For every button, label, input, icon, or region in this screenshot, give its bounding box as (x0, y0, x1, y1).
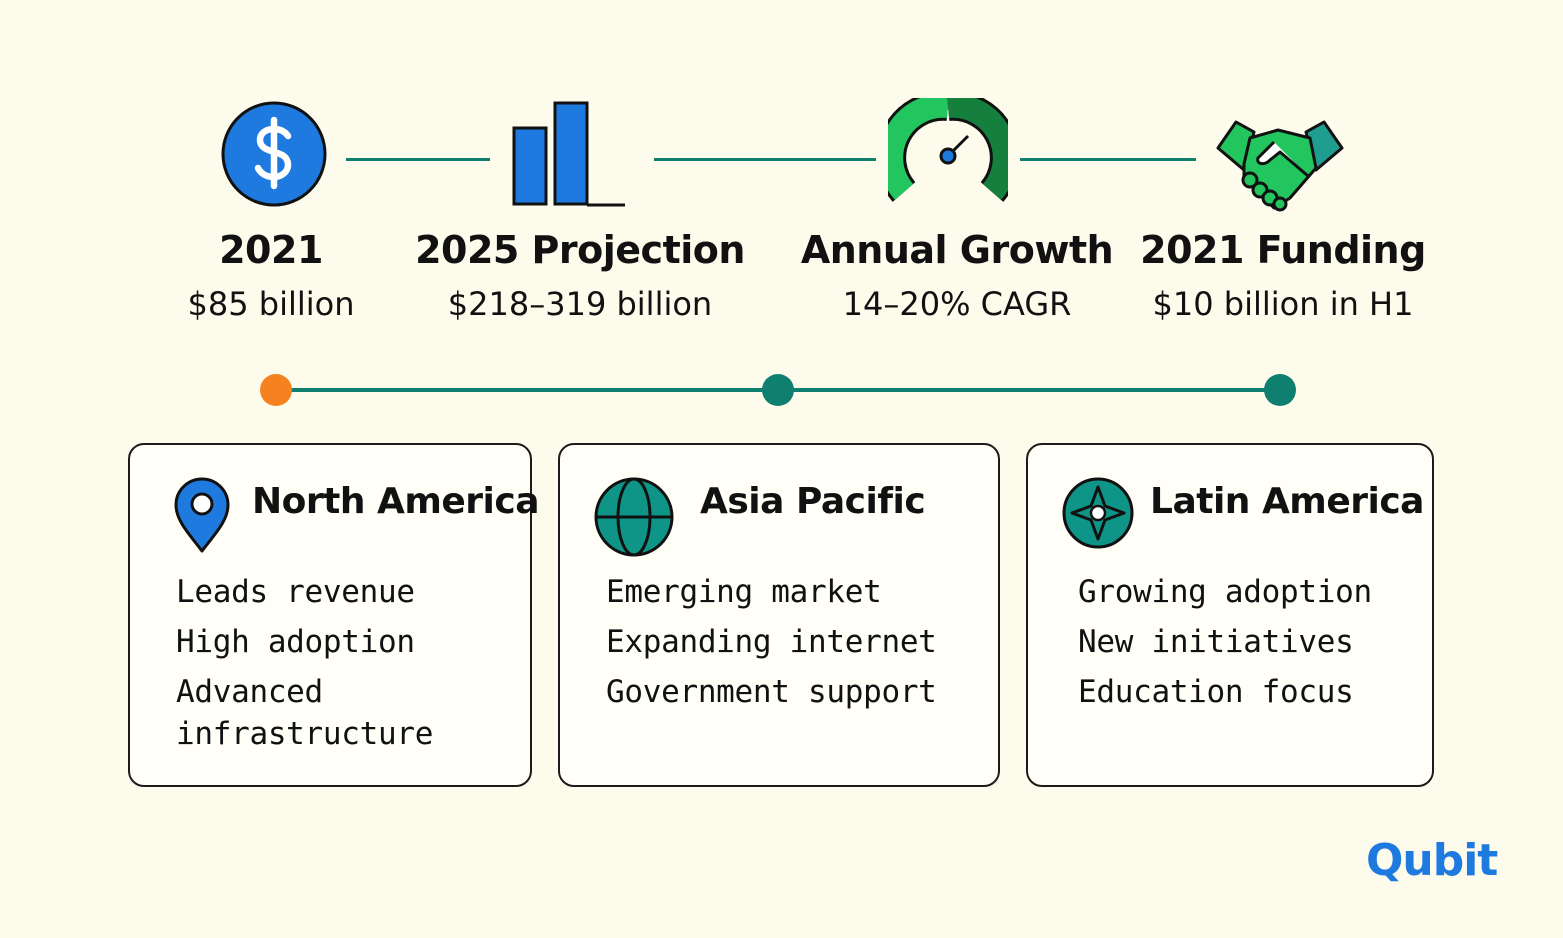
region-card-asia-pacific: Asia Pacific Emerging market Expanding i… (558, 443, 1000, 787)
handshake-icon (1214, 118, 1346, 218)
list-item: New initiatives (1078, 624, 1354, 660)
region-items: Leads revenue High adoption Advanced inf… (176, 571, 516, 763)
list-item: Government support (606, 674, 937, 710)
region-items: Emerging market Expanding internet Gover… (606, 571, 986, 721)
gauge-icon (876, 90, 1020, 206)
list-item: Leads revenue (176, 574, 415, 610)
list-item: Emerging market (606, 574, 882, 610)
connector-line (1020, 158, 1196, 161)
stat-2021: 2021 $85 billion (188, 228, 355, 324)
region-title: Latin America (1150, 481, 1424, 522)
globe-icon (592, 475, 676, 563)
list-item: Advanced infrastructure (176, 674, 434, 752)
timeline-dot-teal (1264, 374, 1296, 406)
connector-line (654, 158, 876, 161)
stat-2025-projection: 2025 Projection $218–319 billion (415, 228, 745, 324)
list-item: Growing adoption (1078, 574, 1372, 610)
bar-chart-icon (508, 100, 628, 214)
compass-icon (1060, 475, 1136, 555)
qubit-logo: Qubit (1366, 835, 1498, 886)
region-items: Growing adoption New initiatives Educati… (1078, 571, 1428, 721)
region-title: Asia Pacific (700, 481, 926, 522)
map-pin-icon (170, 475, 234, 559)
region-title: North America (252, 481, 540, 522)
region-card-latin-america: Latin America Growing adoption New initi… (1026, 443, 1434, 787)
stat-value: $10 billion in H1 (1152, 285, 1414, 323)
stat-value: 14–20% CAGR (842, 285, 1072, 323)
dollar-circle-icon (220, 100, 328, 212)
list-item: Education focus (1078, 674, 1354, 710)
stat-value: $85 billion (187, 285, 355, 323)
timeline-dot-teal (762, 374, 794, 406)
list-item: Expanding internet (606, 624, 937, 660)
list-item: High adoption (176, 624, 415, 660)
stat-label: 2025 Projection (415, 228, 745, 272)
stat-2021-funding: 2021 Funding $10 billion in H1 (1140, 228, 1426, 324)
stat-label: 2021 Funding (1140, 228, 1426, 272)
stat-annual-growth: Annual Growth 14–20% CAGR (800, 228, 1114, 324)
timeline-dot-orange (260, 374, 292, 406)
region-card-north-america: North America Leads revenue High adoptio… (128, 443, 540, 787)
connector-line (346, 158, 490, 161)
stat-value: $218–319 billion (447, 285, 713, 323)
stat-label: 2021 (219, 228, 323, 272)
stat-label: Annual Growth (800, 228, 1114, 272)
